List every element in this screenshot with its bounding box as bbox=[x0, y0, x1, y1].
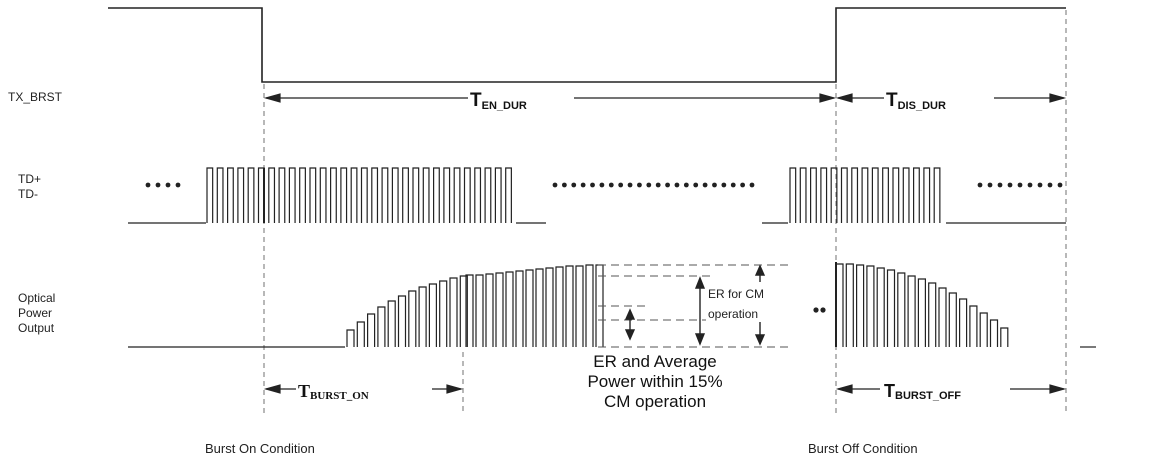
t-dis-dur-label: TDIS_DUR bbox=[886, 90, 946, 112]
optical-label-line2: Power bbox=[18, 306, 52, 320]
burst-on-caption: Burst On Condition bbox=[205, 441, 315, 456]
t-burst-on-label: TBURST_ON bbox=[298, 381, 369, 402]
optical-label-line3: Output bbox=[18, 321, 55, 335]
t-en-dur-label: TEN_DUR bbox=[470, 90, 527, 112]
burst-off-caption: Burst Off Condition bbox=[808, 441, 918, 456]
tx-brst-label: TX_BRST bbox=[8, 90, 63, 104]
td-ellipsis bbox=[145, 182, 1063, 188]
tx-brst-waveform bbox=[108, 7, 1066, 83]
reference-lines bbox=[263, 10, 1067, 415]
er-arrows bbox=[624, 264, 766, 346]
optical-waveform bbox=[128, 262, 1096, 348]
duration-arrows bbox=[263, 93, 1067, 394]
td-waveform bbox=[128, 167, 1066, 224]
er-cm-note-line2: operation bbox=[708, 307, 758, 321]
optical-label-line1: Optical bbox=[18, 291, 55, 305]
td-plus-label: TD+ bbox=[18, 172, 41, 186]
er-cm-note-line1: ER for CM bbox=[708, 287, 764, 301]
center-note-line3: CM operation bbox=[604, 392, 706, 411]
t-burst-off-label: TBURST_OFF bbox=[884, 381, 961, 402]
center-note-line1: ER and Average bbox=[593, 352, 717, 371]
td-minus-label: TD- bbox=[18, 187, 38, 201]
center-note-line2: Power within 15% bbox=[587, 372, 722, 391]
er-levels bbox=[598, 264, 788, 348]
